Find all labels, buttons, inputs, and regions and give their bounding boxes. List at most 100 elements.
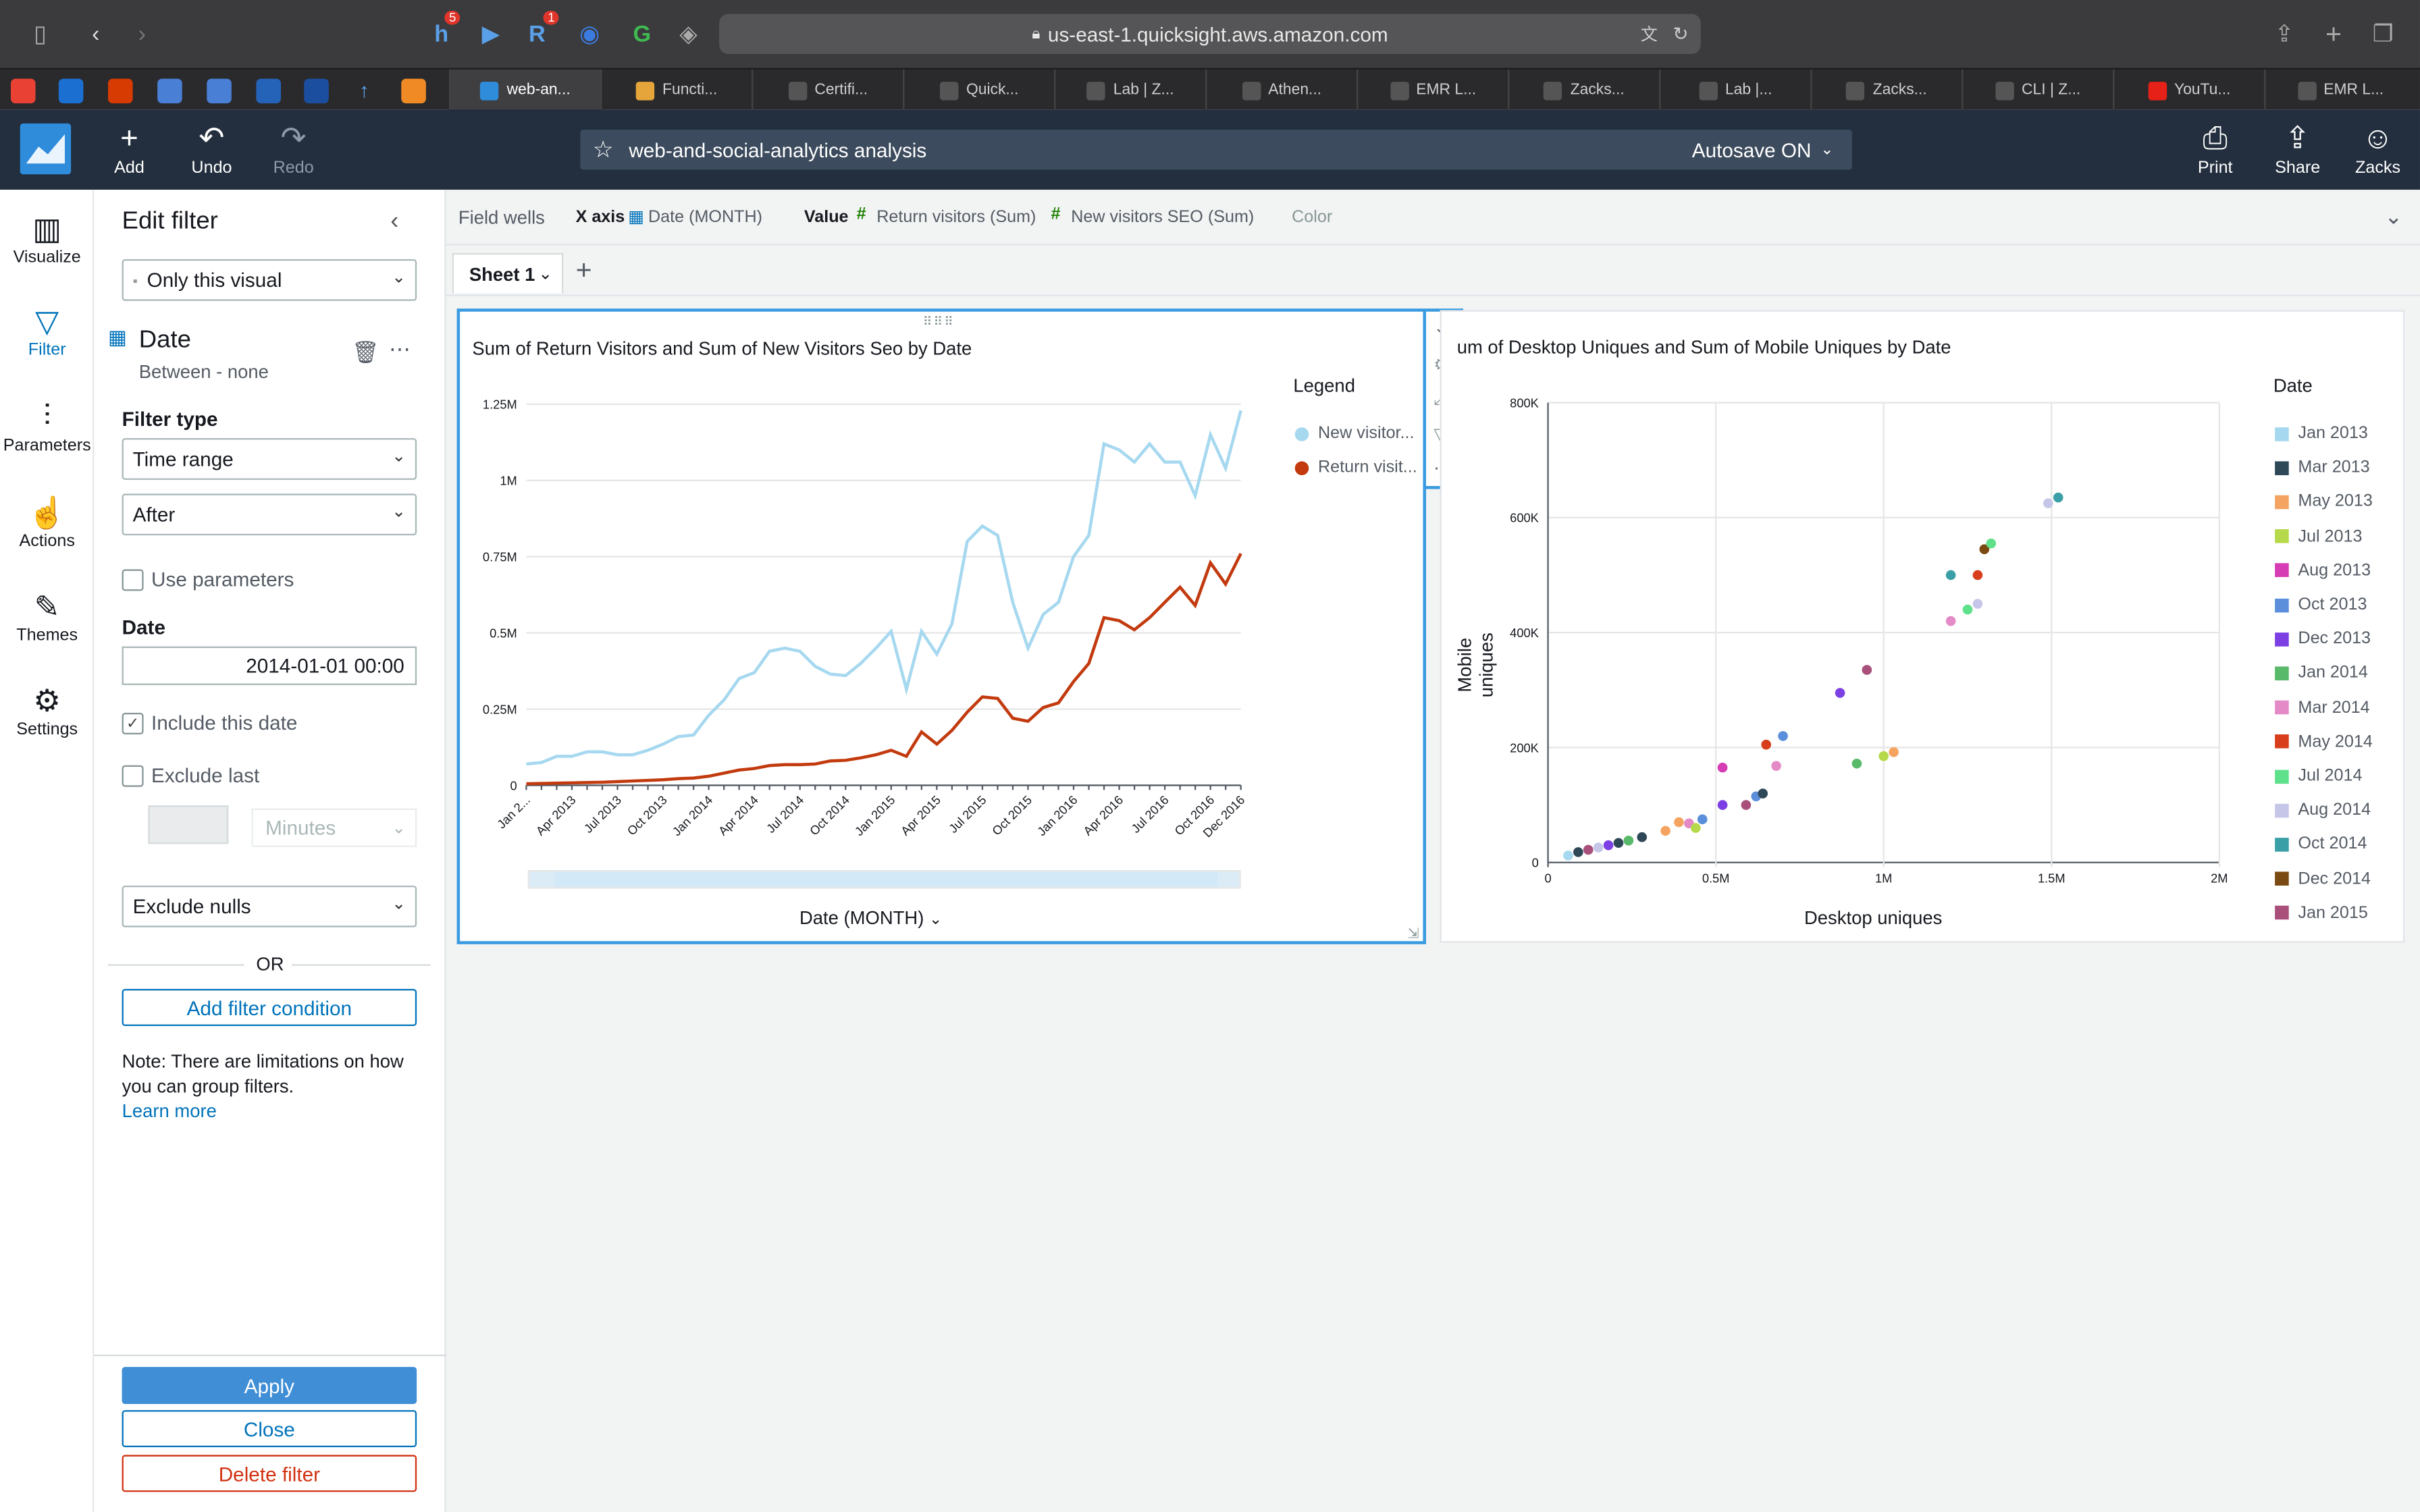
grammarly-icon[interactable]: G bbox=[633, 20, 652, 47]
browser-tab[interactable]: Functi... bbox=[600, 69, 752, 111]
operator-select[interactable]: After ⌄ bbox=[122, 493, 417, 536]
browser-tab[interactable]: Athen... bbox=[1205, 69, 1357, 111]
scatter-point[interactable] bbox=[1761, 739, 1772, 750]
line-chart-visual[interactable]: ⠿⠿⠿ Sum of Return Visitors and Sum of Ne… bbox=[456, 308, 1426, 944]
print-button[interactable]: ⎙ Print bbox=[2197, 122, 2233, 178]
x-axis-title[interactable]: Date (MONTH) ⌄ bbox=[799, 907, 943, 929]
share-button[interactable]: ⇪ Share bbox=[2275, 122, 2321, 178]
scatter-point[interactable] bbox=[1563, 850, 1573, 861]
scatter-legend-item[interactable]: Jan 2015 bbox=[2275, 904, 2368, 922]
scatter-legend-item[interactable]: Oct 2014 bbox=[2275, 835, 2367, 854]
scatter-point[interactable] bbox=[1717, 762, 1728, 773]
color-well-label[interactable]: Color bbox=[1292, 208, 1333, 227]
rail-settings[interactable]: ⚙ Settings bbox=[0, 680, 94, 739]
browser-tab[interactable]: CLI | Z... bbox=[1962, 69, 2113, 111]
grid-bookmark-icon[interactable] bbox=[256, 78, 281, 104]
scatter-point[interactable] bbox=[1889, 747, 1899, 757]
arrow-bookmark-icon[interactable]: ↑ bbox=[352, 78, 377, 104]
browser-tab[interactable]: Certifi... bbox=[752, 69, 903, 111]
app-bookmark-icon[interactable] bbox=[304, 78, 329, 104]
scatter-legend-item[interactable]: Dec 2013 bbox=[2275, 630, 2371, 648]
scatter-legend-item[interactable]: Mar 2013 bbox=[2275, 458, 2370, 477]
browser-tab[interactable]: Lab |... bbox=[1659, 69, 1810, 111]
exclude-last-checkbox[interactable] bbox=[122, 765, 144, 787]
scatter-point[interactable] bbox=[1778, 731, 1788, 741]
scatter-point[interactable] bbox=[1717, 800, 1728, 810]
rail-themes[interactable]: ✎ Themes bbox=[0, 587, 94, 645]
scatter-legend-item[interactable]: Dec 2014 bbox=[2275, 869, 2371, 888]
scatter-point[interactable] bbox=[1945, 570, 1956, 580]
scatter-point[interactable] bbox=[2053, 492, 2063, 503]
scatter-point[interactable] bbox=[1674, 817, 1684, 828]
scatter-point[interactable] bbox=[1862, 665, 1872, 675]
scatter-legend-item[interactable]: Aug 2013 bbox=[2275, 562, 2371, 580]
reload-icon[interactable]: ↻ bbox=[1673, 23, 1689, 45]
scatter-point[interactable] bbox=[1986, 538, 1997, 549]
scatter-point[interactable] bbox=[1771, 761, 1781, 771]
date-input[interactable]: 2014-01-01 00:00 bbox=[122, 646, 417, 685]
delete-filter-button[interactable]: Delete filter bbox=[122, 1455, 417, 1492]
browser-tab[interactable]: EMR L... bbox=[2264, 69, 2415, 111]
collapse-panel-icon[interactable]: ‹ bbox=[390, 208, 399, 235]
series-line[interactable] bbox=[526, 553, 1242, 786]
chevron-down-icon[interactable]: ⌄ bbox=[538, 265, 553, 284]
scope-select[interactable]: ▪ Only this visual ⌄ bbox=[122, 259, 417, 301]
browser-tab[interactable]: EMR L... bbox=[1357, 69, 1508, 111]
translate-icon[interactable]: 文 bbox=[1640, 26, 1658, 45]
legend-item-new-visitors[interactable]: New visitor... bbox=[1294, 425, 1415, 443]
back-icon[interactable]: ‹ bbox=[91, 20, 100, 47]
nulls-select[interactable]: Exclude nulls ⌄ bbox=[122, 885, 417, 927]
forward-icon[interactable]: › bbox=[138, 20, 146, 47]
undo-button[interactable]: ↶ Undo bbox=[191, 122, 232, 178]
add-button[interactable]: + Add bbox=[114, 122, 144, 178]
more-options-icon[interactable]: ⋯ bbox=[388, 336, 411, 361]
new-tab-icon[interactable]: + bbox=[2325, 18, 2342, 49]
scatter-point[interactable] bbox=[1945, 616, 1956, 626]
sidebar-toggle-icon[interactable]: ▯ bbox=[33, 21, 47, 48]
scatter-legend-item[interactable]: Mar 2014 bbox=[2275, 698, 2370, 717]
address-bar[interactable]: 🔒︎ us-east-1.quicksight.aws.amazon.com 文… bbox=[719, 14, 1701, 54]
scatter-point[interactable] bbox=[1613, 838, 1624, 848]
include-date-checkbox[interactable]: ✓ bbox=[122, 712, 144, 734]
apply-button[interactable]: Apply bbox=[122, 1367, 417, 1404]
browser-tab[interactable]: web-an... bbox=[449, 69, 601, 111]
scatter-point[interactable] bbox=[1972, 570, 1983, 580]
autosave-dropdown[interactable]: Autosave ON ⌄ bbox=[1691, 138, 1834, 161]
legend-item-return-visitors[interactable]: Return visit... bbox=[1294, 458, 1417, 477]
scatter-point[interactable] bbox=[1623, 836, 1634, 846]
tab-overview-icon[interactable]: ❐ bbox=[2372, 21, 2394, 48]
scatter-legend-item[interactable]: May 2013 bbox=[2275, 493, 2373, 511]
scatter-legend-item[interactable]: Jul 2013 bbox=[2275, 527, 2362, 545]
x-axis-field[interactable]: Date (MONTH) bbox=[648, 208, 763, 227]
drag-handle-icon[interactable]: ⠿⠿⠿ bbox=[922, 315, 955, 329]
scatter-point[interactable] bbox=[1573, 847, 1583, 857]
range-scroll-thumb[interactable] bbox=[554, 871, 1218, 888]
rail-visualize[interactable]: ▥ Visualize bbox=[0, 209, 94, 267]
unit-select[interactable]: Minutes ⌄ bbox=[251, 808, 417, 847]
rail-parameters[interactable]: ⫶ Parameters bbox=[0, 396, 94, 455]
aws-bookmark-icon[interactable] bbox=[401, 78, 426, 104]
scatter-legend-item[interactable]: May 2014 bbox=[2275, 732, 2373, 751]
exclude-last-amount-input[interactable] bbox=[148, 805, 229, 844]
scatter-point[interactable] bbox=[1741, 800, 1752, 810]
user-menu-button[interactable]: ☺ Zacks bbox=[2355, 122, 2401, 178]
scatter-point[interactable] bbox=[1690, 823, 1701, 833]
analysis-title-bar[interactable]: ☆ web-and-social-analytics analysis Auto… bbox=[580, 129, 1852, 170]
translate-bookmark-icon[interactable] bbox=[207, 78, 232, 104]
filter-type-select[interactable]: Time range ⌄ bbox=[122, 438, 417, 480]
browser-tab[interactable]: Lab | Z... bbox=[1054, 69, 1205, 111]
browser-tab[interactable]: Zacks... bbox=[1508, 69, 1659, 111]
analysis-title[interactable]: web-and-social-analytics analysis bbox=[629, 138, 927, 161]
tab-sheet-1[interactable]: Sheet 1 ⌄ bbox=[452, 252, 564, 294]
shield-icon[interactable]: ◈ bbox=[679, 21, 698, 48]
quicksight-logo-icon[interactable] bbox=[20, 123, 72, 175]
scatter-point[interactable] bbox=[1972, 599, 1983, 609]
add-sheet-icon[interactable]: + bbox=[575, 254, 592, 286]
share-icon[interactable]: ⇪ bbox=[2274, 21, 2294, 48]
extension-h-icon[interactable]: h bbox=[434, 20, 449, 47]
scatter-point[interactable] bbox=[1637, 832, 1648, 842]
scatter-point[interactable] bbox=[1979, 544, 1990, 554]
range-scroll-bar[interactable] bbox=[527, 870, 1241, 889]
series-line[interactable] bbox=[526, 410, 1242, 766]
scatter-point[interactable] bbox=[1593, 842, 1604, 853]
